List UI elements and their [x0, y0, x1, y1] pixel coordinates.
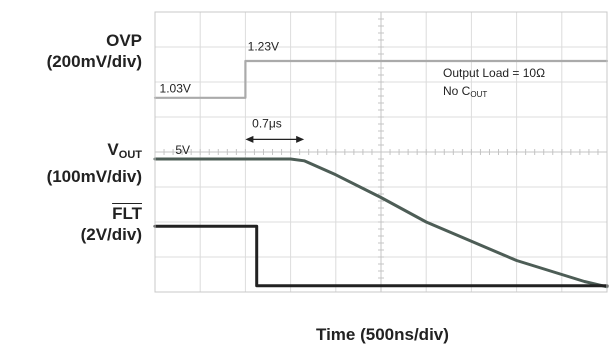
load-note-sub: OUT [470, 90, 487, 99]
trace-flt [153, 224, 609, 288]
plot-border [154, 11, 608, 293]
trace-vout [153, 157, 609, 289]
traces [153, 59, 609, 289]
annotation-label: 1.23V [248, 40, 279, 54]
ovp-channel-name: OVP [106, 31, 142, 50]
trace-ovp [153, 59, 609, 99]
annotation-label: 0.7μs [252, 117, 282, 131]
vout-channel-scale: (100mV/div) [46, 167, 142, 186]
flt-channel-label: FLT (2V/div) [81, 203, 142, 245]
flt-channel-scale: (2V/div) [80, 225, 142, 244]
vout-channel-name-sub: OUT [118, 149, 142, 161]
flt-channel-name: FLT [112, 204, 142, 223]
annotation-label: 5V [175, 143, 190, 157]
grid [154, 11, 608, 293]
vout-channel-label: VOUT (100mV/div) [47, 139, 142, 187]
load-note-line1: Output Load = 10Ω [443, 66, 545, 80]
ovp-channel-label: OVP (200mV/div) [47, 30, 142, 72]
vout-channel-name: V [107, 140, 119, 159]
ovp-channel-scale: (200mV/div) [46, 52, 142, 71]
interval-arrowhead-right [296, 135, 305, 143]
x-axis-label: Time (500ns/div) [316, 325, 449, 344]
annotation-label: 1.03V [160, 82, 191, 96]
interval-arrowhead-left [245, 135, 254, 143]
